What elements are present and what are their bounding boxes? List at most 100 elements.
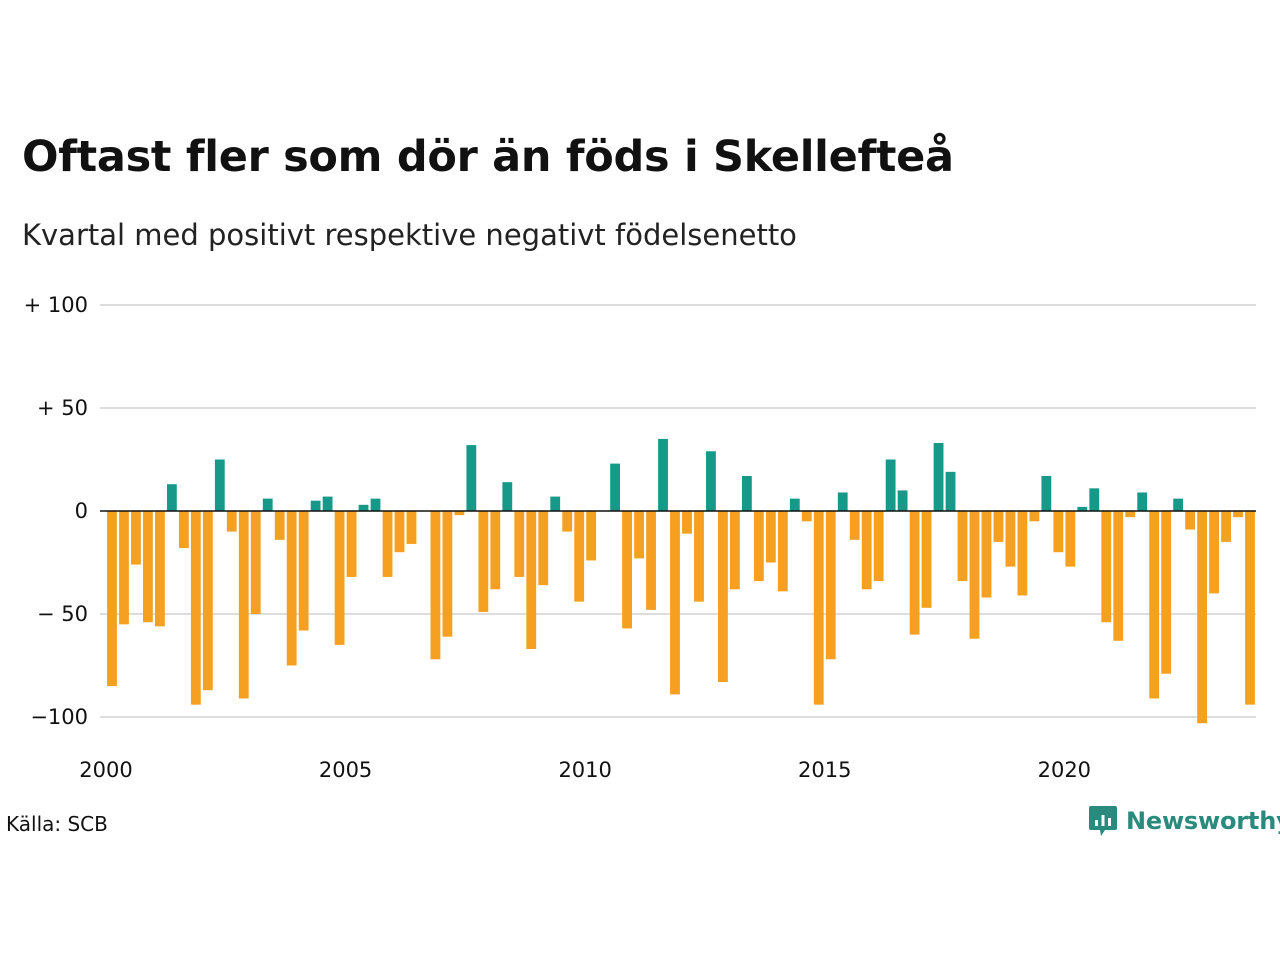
bar <box>945 471 956 511</box>
bar <box>861 511 872 590</box>
bar <box>969 511 980 639</box>
bar <box>1053 511 1064 553</box>
bar <box>1017 511 1028 596</box>
bar <box>1137 492 1148 511</box>
bar <box>1005 511 1016 567</box>
bar <box>143 511 153 623</box>
bar <box>622 511 632 629</box>
bar <box>670 511 680 695</box>
x-tick-label: 2005 <box>319 758 372 782</box>
bar <box>706 451 716 511</box>
bar <box>358 504 369 511</box>
bar <box>885 459 896 511</box>
x-tick-label: 2020 <box>1038 758 1091 782</box>
bar <box>202 511 213 691</box>
bar <box>1173 498 1184 511</box>
bar <box>119 511 129 625</box>
newsworthy-logo-icon <box>1089 806 1117 836</box>
brand-logo: Newsworthy <box>1088 804 1280 838</box>
bar <box>694 511 704 602</box>
y-tick-label: + 50 <box>37 396 88 420</box>
bar <box>741 475 752 511</box>
bar <box>238 511 249 699</box>
y-tick-label: − 50 <box>37 602 88 626</box>
bar <box>226 511 237 532</box>
bar <box>514 511 525 577</box>
bar <box>250 511 261 614</box>
bar <box>442 511 453 637</box>
bar <box>729 511 740 590</box>
bar <box>322 496 333 511</box>
x-tick-label: 2015 <box>798 758 851 782</box>
bar <box>166 484 177 511</box>
bars <box>107 438 1255 724</box>
bar <box>1149 511 1160 699</box>
bar <box>574 511 585 602</box>
bar <box>921 511 932 608</box>
bar <box>789 498 800 511</box>
bar <box>382 511 393 577</box>
bar <box>310 500 321 511</box>
bar <box>406 511 417 544</box>
bar <box>873 511 884 582</box>
bar <box>131 511 141 565</box>
bar <box>1221 511 1231 542</box>
bar <box>1089 488 1100 511</box>
bar <box>610 463 621 511</box>
x-tick-label: 2010 <box>558 758 611 782</box>
bar <box>370 498 381 511</box>
bar <box>1125 511 1136 518</box>
bar <box>190 511 201 705</box>
y-tick-label: + 100 <box>24 293 88 317</box>
bar <box>1065 511 1076 567</box>
x-tick-label: 2000 <box>79 758 132 782</box>
bar <box>562 511 573 532</box>
bar <box>550 496 561 511</box>
bar <box>1197 511 1207 724</box>
bar <box>586 511 597 561</box>
bar <box>909 511 920 635</box>
bar <box>1161 511 1172 674</box>
bar <box>466 445 477 511</box>
bar <box>490 511 501 590</box>
bar <box>1101 511 1112 623</box>
bar <box>765 511 776 563</box>
bar <box>682 511 692 534</box>
bar <box>634 511 644 559</box>
bar <box>298 511 309 631</box>
bar <box>286 511 297 666</box>
bar <box>658 438 668 511</box>
chart-subtitle: Kvartal med positivt respektive negativt… <box>22 218 797 252</box>
bar <box>1113 511 1124 641</box>
bar <box>430 511 441 660</box>
y-tick-label: −100 <box>30 705 88 729</box>
source-note: Källa: SCB <box>6 812 108 836</box>
bar <box>813 511 824 705</box>
bar <box>1029 511 1040 522</box>
bar <box>646 511 656 610</box>
bar <box>214 459 225 511</box>
bar <box>1245 511 1255 705</box>
bar <box>262 498 273 511</box>
bar <box>154 511 165 627</box>
bar <box>981 511 992 598</box>
bar <box>957 511 968 582</box>
bar <box>825 511 836 660</box>
bar <box>526 511 537 650</box>
bar <box>753 511 764 582</box>
bar <box>1185 511 1196 530</box>
axes: + 100 + 50 0 − 50 −100 2000 2005 2010 2015 2020 <box>24 293 1256 782</box>
bar <box>837 492 848 511</box>
bar <box>993 511 1004 542</box>
bar <box>274 511 285 540</box>
bar <box>1077 506 1088 511</box>
bar <box>1233 511 1243 518</box>
bar <box>478 511 489 612</box>
bar <box>777 511 788 592</box>
bar <box>454 511 465 516</box>
bar <box>849 511 860 540</box>
bar <box>897 490 908 511</box>
bar <box>178 511 189 549</box>
y-tick-label: 0 <box>75 499 88 523</box>
